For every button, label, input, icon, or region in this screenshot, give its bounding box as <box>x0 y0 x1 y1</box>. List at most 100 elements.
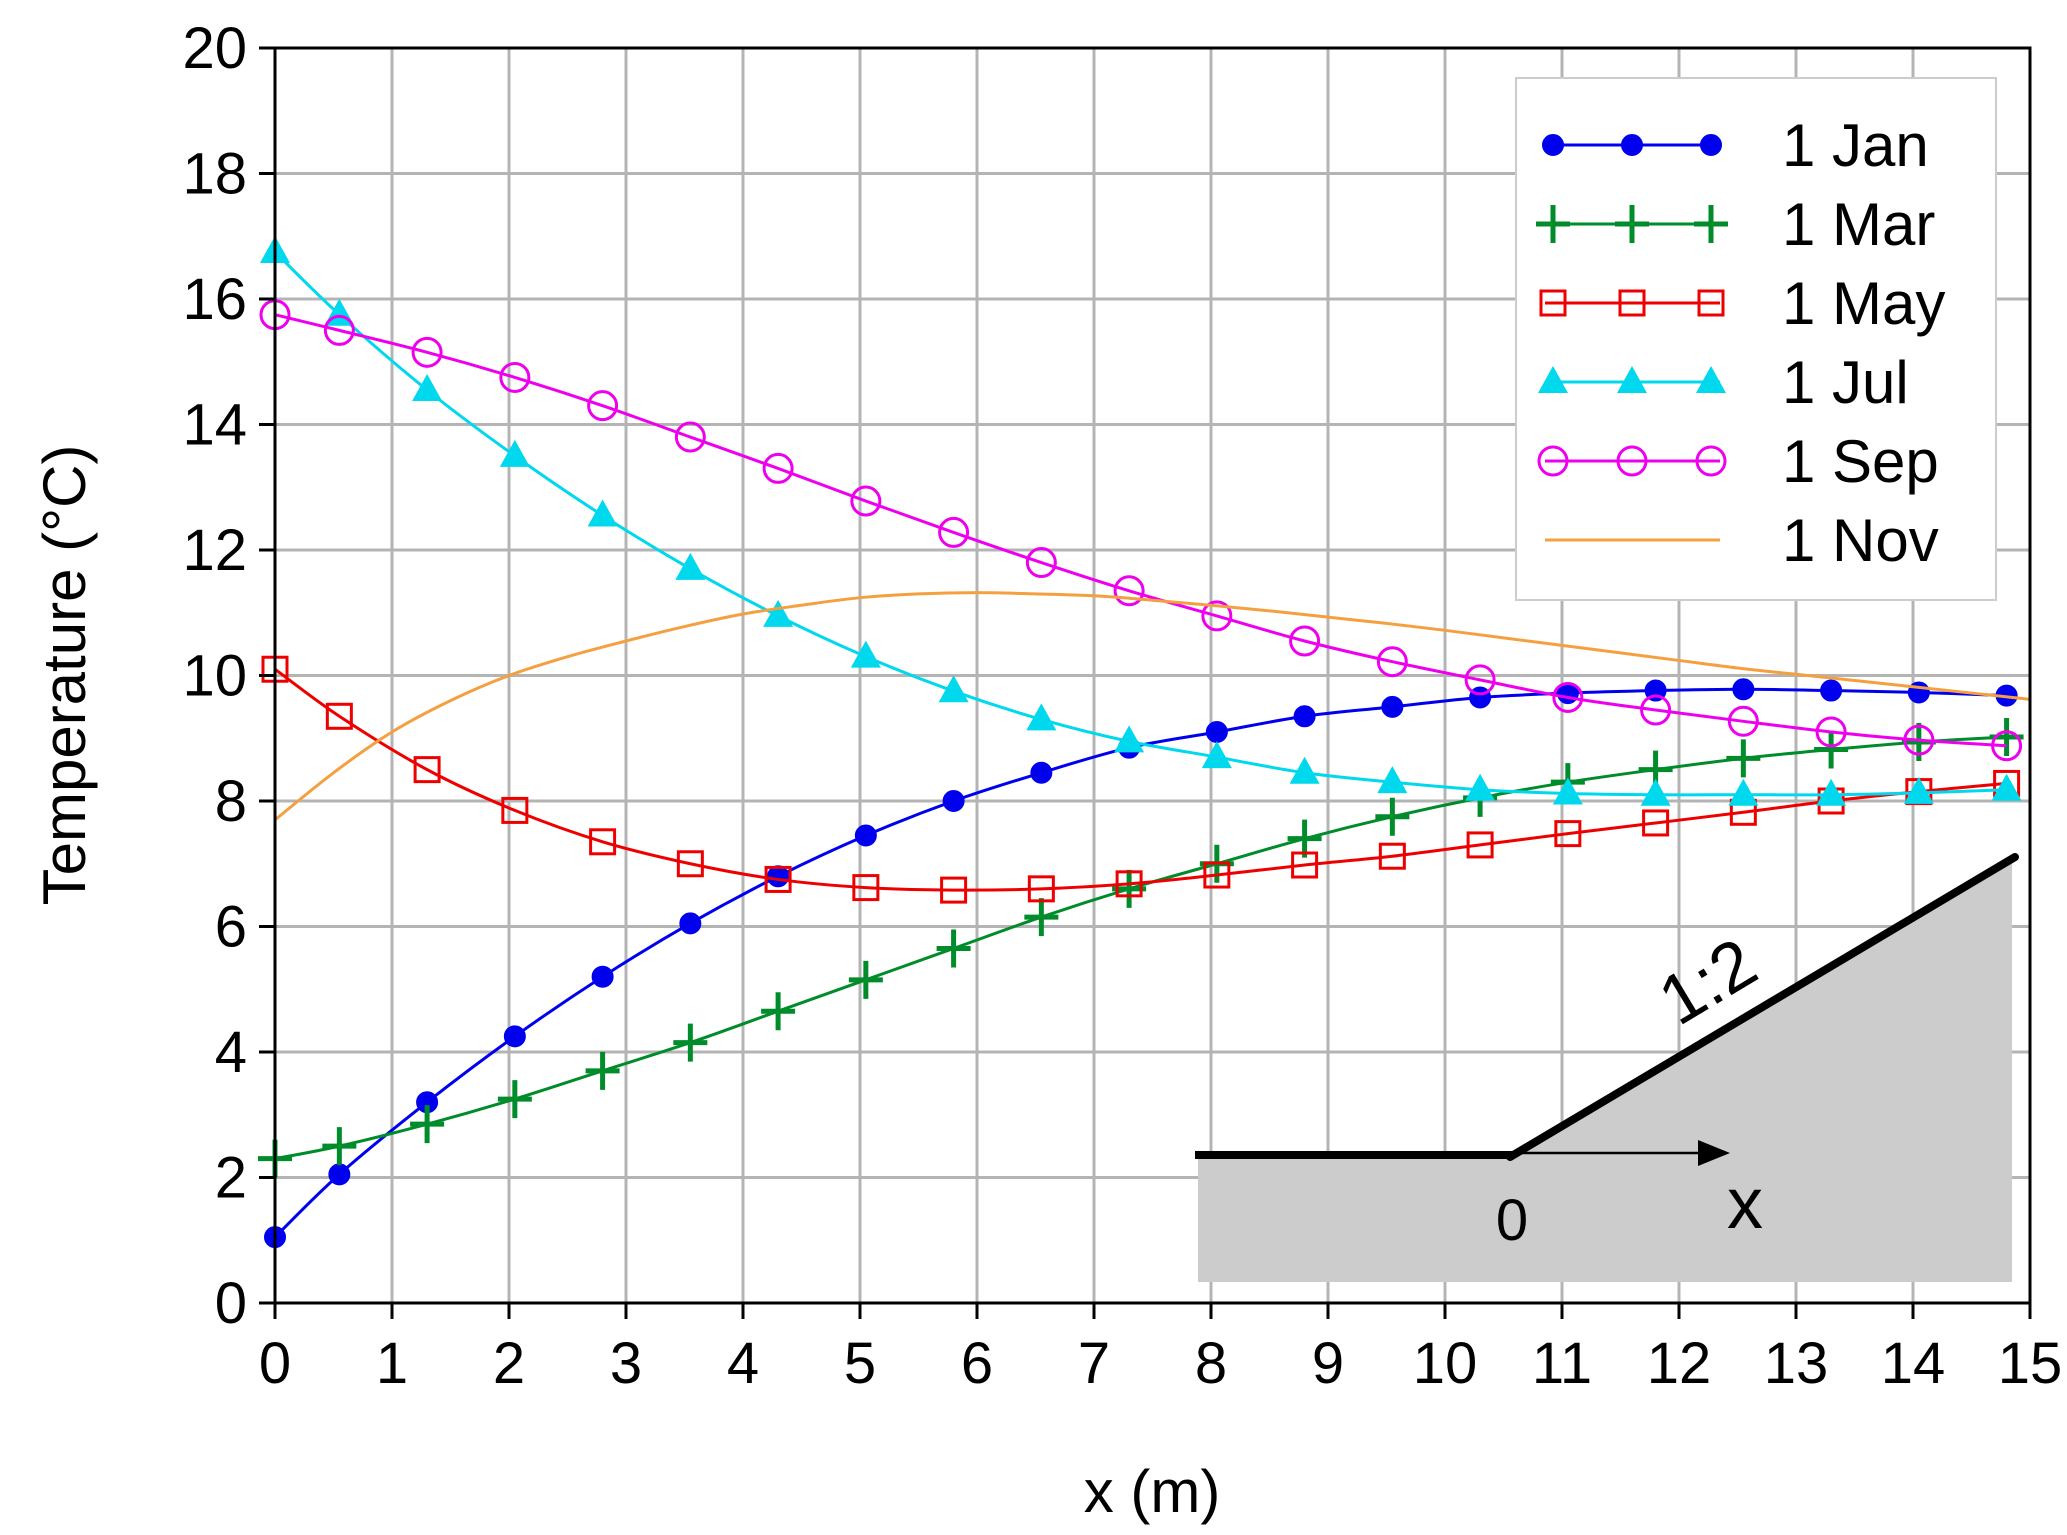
x-tick-label: 2 <box>493 1331 525 1396</box>
data-point <box>763 599 794 627</box>
data-point <box>1728 778 1759 806</box>
x-tick-label: 8 <box>1195 1331 1227 1396</box>
legend-marker <box>1539 289 1567 317</box>
data-point <box>854 824 877 847</box>
data-point <box>850 485 882 517</box>
data-point <box>1554 820 1582 848</box>
data-point <box>411 336 443 368</box>
data-point <box>1640 778 1671 806</box>
y-tick-label: 8 <box>215 769 247 834</box>
data-point <box>1113 575 1145 607</box>
data-point <box>410 1105 445 1144</box>
data-point <box>679 912 702 935</box>
data-point <box>412 373 443 401</box>
data-point <box>1289 756 1320 784</box>
data-point <box>497 1080 532 1119</box>
data-point <box>1820 679 1843 702</box>
data-point <box>1726 739 1761 778</box>
legend-marker <box>1538 366 1568 393</box>
inset-x-label: x <box>1727 1164 1763 1244</box>
data-point <box>852 874 880 902</box>
data-point <box>1732 678 1755 701</box>
data-point <box>1201 741 1232 769</box>
data-point <box>503 1025 526 1048</box>
data-point <box>762 452 794 484</box>
legend-label: 1 Jan <box>1782 112 1929 179</box>
data-point <box>1640 694 1672 726</box>
data-point <box>1378 842 1406 870</box>
data-point <box>764 865 792 893</box>
y-axis-label: Temperature (°C) <box>31 445 98 906</box>
x-tick-label: 14 <box>1881 1331 1946 1396</box>
data-point <box>499 439 530 467</box>
x-tick-label: 11 <box>1532 1331 1592 1396</box>
data-point <box>940 876 968 904</box>
data-point <box>761 992 796 1031</box>
legend-marker <box>1700 134 1722 156</box>
legend-label: 1 May <box>1782 270 1945 337</box>
legend-box <box>1515 77 1997 601</box>
x-tick-label: 15 <box>1998 1331 2063 1396</box>
data-point <box>1293 705 1316 728</box>
data-point <box>942 790 965 812</box>
x-tick-label: 10 <box>1413 1331 1478 1396</box>
data-point <box>1903 776 1934 804</box>
y-tick-label: 16 <box>182 267 247 332</box>
data-point <box>1377 766 1408 794</box>
x-tick-label: 3 <box>610 1331 642 1396</box>
data-point <box>1903 724 1935 756</box>
data-point <box>1466 831 1494 859</box>
x-axis-label: x (m) <box>1084 1458 1221 1525</box>
x-tick-label: 5 <box>844 1331 876 1396</box>
data-point <box>676 850 704 878</box>
data-point <box>322 1127 357 1166</box>
y-tick-label: 6 <box>215 895 247 960</box>
data-point <box>1203 861 1231 889</box>
series-1-sep <box>259 299 2023 762</box>
data-point <box>850 640 881 668</box>
data-point <box>1289 625 1321 657</box>
data-point <box>585 1051 620 1090</box>
data-point <box>1025 547 1057 579</box>
legend-entry-1-may: 1 May <box>1539 270 1945 337</box>
inset-ground-shape <box>1198 858 2012 1282</box>
series-line <box>274 313 2007 748</box>
legend-marker <box>1542 134 1564 156</box>
data-point <box>938 516 970 548</box>
y-tick-label: 12 <box>182 518 247 583</box>
slope-inset-diagram: 1:2 0 x <box>1195 853 2019 1282</box>
legend-marker <box>1697 289 1725 317</box>
data-point <box>589 828 617 856</box>
data-point <box>848 960 883 999</box>
data-point <box>1027 875 1055 903</box>
data-point <box>1026 703 1057 731</box>
x-tick-label: 9 <box>1312 1331 1344 1396</box>
legend-marker <box>1694 205 1728 243</box>
legend: 1 Jan 1 Mar 1 May 1 Jul 1 Sep 1 Nov <box>1515 77 1997 601</box>
data-point <box>413 756 441 784</box>
x-tick-label: 12 <box>1647 1331 1712 1396</box>
y-tick-label: 4 <box>215 1020 247 1085</box>
x-tick-label: 4 <box>727 1331 759 1396</box>
legend-marker <box>1696 366 1726 393</box>
legend-entry-1-mar: 1 Mar <box>1536 191 1935 258</box>
series-line <box>274 668 2007 892</box>
data-point <box>328 1163 351 1186</box>
data-point <box>1991 773 2022 801</box>
legend-marker <box>1537 445 1569 477</box>
legend-marker <box>1621 134 1643 156</box>
data-point <box>1024 898 1059 937</box>
data-point <box>1115 870 1143 898</box>
data-point <box>1465 773 1496 801</box>
legend-marker <box>1615 205 1649 243</box>
y-tick-label: 2 <box>215 1146 247 1211</box>
inset-slope-line <box>1506 853 2019 1161</box>
data-point <box>1816 778 1847 806</box>
data-point <box>674 421 706 453</box>
y-tick-label: 14 <box>182 393 247 458</box>
data-point <box>325 702 353 730</box>
data-point <box>1376 646 1408 678</box>
legend-marker <box>1617 366 1647 393</box>
data-point <box>1642 809 1670 837</box>
